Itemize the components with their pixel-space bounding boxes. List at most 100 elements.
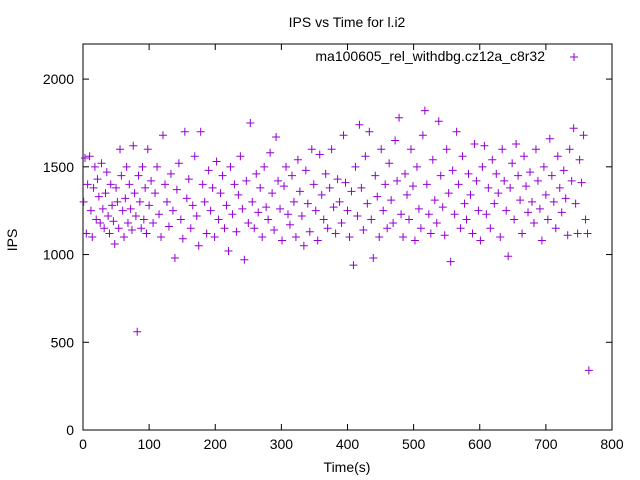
data-point [389, 218, 398, 227]
data-point [434, 117, 443, 126]
data-point [420, 106, 429, 115]
data-point [280, 182, 289, 191]
data-point [335, 197, 344, 206]
data-point [131, 211, 140, 220]
data-point [422, 180, 431, 189]
data-point [363, 199, 372, 208]
x-tick-label: 0 [79, 436, 87, 452]
data-point [153, 162, 162, 171]
data-point [104, 211, 113, 220]
data-point [406, 145, 415, 154]
data-point [506, 183, 515, 192]
y-axis-label: IPS [4, 229, 20, 252]
data-point [375, 233, 384, 241]
data-point [399, 233, 408, 241]
data-point [397, 210, 406, 219]
data-point [337, 218, 346, 227]
data-point [522, 182, 531, 191]
data-point [462, 215, 471, 224]
data-point [159, 131, 168, 140]
data-point [301, 166, 310, 175]
data-point [567, 176, 576, 185]
data-point [97, 159, 106, 168]
data-point [196, 127, 205, 136]
data-point [333, 175, 342, 184]
data-point [575, 155, 584, 164]
data-point [313, 236, 322, 245]
data-point [520, 152, 529, 161]
data-point [355, 120, 364, 129]
data-point [139, 215, 148, 224]
data-point [184, 175, 193, 184]
data-point [307, 145, 316, 154]
data-point [145, 201, 154, 210]
data-point [186, 224, 195, 233]
data-point [234, 190, 243, 199]
data-point [539, 162, 548, 171]
data-point [90, 162, 99, 171]
data-point [143, 145, 152, 154]
data-point [283, 210, 292, 219]
data-point [256, 183, 265, 192]
data-point [122, 162, 131, 171]
data-point [474, 206, 483, 215]
data-point [108, 201, 117, 210]
data-point [353, 211, 362, 220]
data-point [571, 199, 580, 208]
legend: ma100605_rel_withdbg.cz12a_c8r32 [315, 48, 578, 64]
data-point [118, 206, 127, 215]
data-point [508, 159, 517, 168]
data-point [339, 131, 348, 140]
data-point [254, 208, 263, 217]
data-point [432, 218, 441, 227]
data-point [430, 196, 439, 205]
data-point [490, 199, 499, 208]
data-point [295, 187, 304, 196]
data-point [188, 201, 197, 210]
x-tick-label: 400 [336, 436, 360, 452]
data-point [563, 231, 572, 240]
data-point [134, 171, 143, 180]
data-point [393, 176, 402, 185]
data-point [206, 206, 215, 215]
data-point [331, 229, 340, 238]
data-point [142, 229, 151, 238]
data-point [323, 224, 332, 233]
data-point [579, 131, 588, 140]
data-point [162, 197, 171, 206]
data-point [343, 206, 352, 215]
data-point [180, 127, 189, 136]
data-point [176, 215, 185, 224]
data-point [541, 190, 550, 199]
data-point [155, 210, 164, 219]
data-point [82, 229, 91, 238]
data-point [110, 240, 119, 249]
data-point [125, 180, 134, 189]
data-point [89, 183, 98, 192]
data-point [545, 134, 554, 143]
data-point [555, 183, 564, 192]
data-point [86, 206, 95, 215]
data-point [230, 180, 239, 189]
data-point [387, 196, 396, 205]
data-point [190, 152, 199, 161]
data-point [367, 215, 376, 224]
data-point [112, 183, 121, 192]
data-point [236, 152, 245, 161]
y-tick-label: 1500 [43, 159, 74, 175]
data-point [319, 215, 328, 224]
data-point [428, 155, 437, 164]
data-point [317, 190, 326, 199]
data-point [472, 176, 481, 185]
x-tick-label: 600 [468, 436, 492, 452]
data-point [524, 208, 533, 217]
data-point [291, 233, 300, 241]
data-point [126, 204, 135, 213]
data-point [297, 211, 306, 220]
data-point [357, 183, 366, 192]
data-point [573, 229, 582, 238]
data-point [535, 204, 544, 213]
x-tick-label: 300 [270, 436, 294, 452]
data-point [424, 210, 433, 219]
